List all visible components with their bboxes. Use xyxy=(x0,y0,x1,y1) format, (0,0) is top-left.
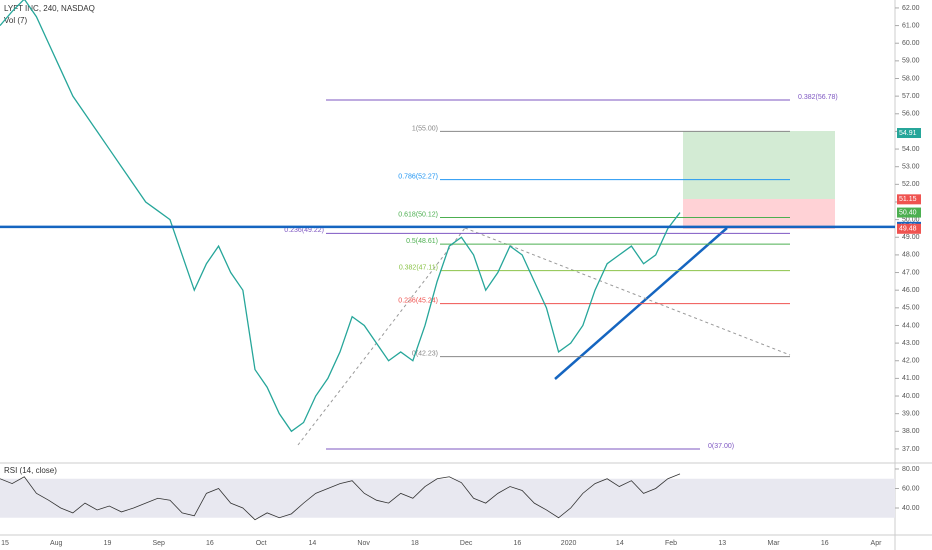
price-badge-label: 54.91 xyxy=(899,130,917,137)
y-tick-label: 46.00 xyxy=(902,287,920,294)
x-tick-label: 14 xyxy=(309,540,317,547)
y-tick-label: 45.00 xyxy=(902,305,920,312)
x-tick-label: 13 xyxy=(718,540,726,547)
y-tick-label: 56.00 xyxy=(902,111,920,118)
x-tick-label: Apr xyxy=(871,540,883,547)
x-tick-label: 16 xyxy=(821,540,829,547)
y-tick-label: 49.00 xyxy=(902,234,920,241)
y-tick-label: 60.00 xyxy=(902,40,920,47)
x-tick-label: Feb xyxy=(665,540,677,547)
x-tick-label: Mar xyxy=(767,540,780,547)
x-tick-label: 16 xyxy=(206,540,214,547)
y-tick-label: 48.00 xyxy=(902,252,920,259)
fib-label: 0.5(48.61) xyxy=(406,238,438,245)
rsi-label: RSI (14, close) xyxy=(4,466,57,475)
rsi-tick-label: 40.00 xyxy=(902,505,920,512)
price-badge xyxy=(897,207,921,218)
fib-label: 1(55.00) xyxy=(412,125,438,132)
y-tick-label: 57.00 xyxy=(902,93,920,100)
y-tick-label: 40.00 xyxy=(902,393,920,400)
fib-label: 0.618(50.12) xyxy=(398,211,438,218)
x-tick-label: 19 xyxy=(104,540,112,547)
rsi-tick-label: 80.00 xyxy=(902,466,920,473)
price-badge-label: 51.15 xyxy=(899,196,917,203)
rsi-band xyxy=(0,478,895,518)
rsi-line xyxy=(0,473,681,521)
fib-connector xyxy=(297,227,466,446)
y-tick-label: 59.00 xyxy=(902,58,920,65)
price-badge-label: 49.48 xyxy=(899,226,917,233)
fib-label: 0(42.23) xyxy=(412,351,438,358)
y-tick-label: 50.00 xyxy=(902,216,920,223)
y-tick-label: 47.00 xyxy=(902,269,920,276)
x-tick-label: Oct xyxy=(256,540,267,547)
x-tick-label: 14 xyxy=(616,540,624,547)
y-tick-label: 62.00 xyxy=(902,5,920,12)
x-tick-label: 15 xyxy=(1,540,9,547)
y-tick-label: 37.00 xyxy=(902,446,920,453)
y-tick-label: 54.00 xyxy=(902,146,920,153)
price-badge xyxy=(897,128,921,139)
x-tick-label: Nov xyxy=(357,540,370,547)
y-tick-label: 41.00 xyxy=(902,375,920,382)
profit-zone xyxy=(683,131,835,199)
y-tick-label: 42.00 xyxy=(902,358,920,365)
fib-label: 0.786(52.27) xyxy=(398,173,438,180)
chart-title: LYFT INC, 240, NASDAQ xyxy=(4,4,95,13)
fib-label: 0(37.00) xyxy=(708,443,734,450)
y-tick-label: 43.00 xyxy=(902,340,920,347)
y-tick-label: 53.00 xyxy=(902,164,920,171)
price-badge xyxy=(897,194,921,205)
price-line xyxy=(0,0,681,433)
x-tick-label: Sep xyxy=(152,540,165,547)
x-tick-label: 2020 xyxy=(561,540,577,547)
x-tick-label: 16 xyxy=(513,540,521,547)
fib-label: 0.236(45.24) xyxy=(398,297,438,304)
y-tick-label: 39.00 xyxy=(902,411,920,418)
price-badge xyxy=(897,223,921,234)
y-tick-label: 44.00 xyxy=(902,322,920,329)
price-badge-label: 50.40 xyxy=(899,209,917,216)
fib-label: 0.236(49.22) xyxy=(284,227,324,234)
x-tick-label: Aug xyxy=(50,540,63,547)
x-tick-label: 18 xyxy=(411,540,419,547)
fib-connector xyxy=(464,227,791,356)
y-tick-label: 58.00 xyxy=(902,75,920,82)
x-tick-label: Dec xyxy=(460,540,473,547)
loss-zone xyxy=(683,199,835,229)
y-tick-label: 52.00 xyxy=(902,181,920,188)
y-tick-label: 61.00 xyxy=(902,22,920,29)
volume-label: Vol (7) xyxy=(4,16,27,25)
fib-label: 0.382(47.11) xyxy=(399,264,438,271)
fib-label: 0.382(56.78) xyxy=(798,94,838,101)
y-tick-label: 38.00 xyxy=(902,428,920,435)
rsi-tick-label: 60.00 xyxy=(902,485,920,492)
